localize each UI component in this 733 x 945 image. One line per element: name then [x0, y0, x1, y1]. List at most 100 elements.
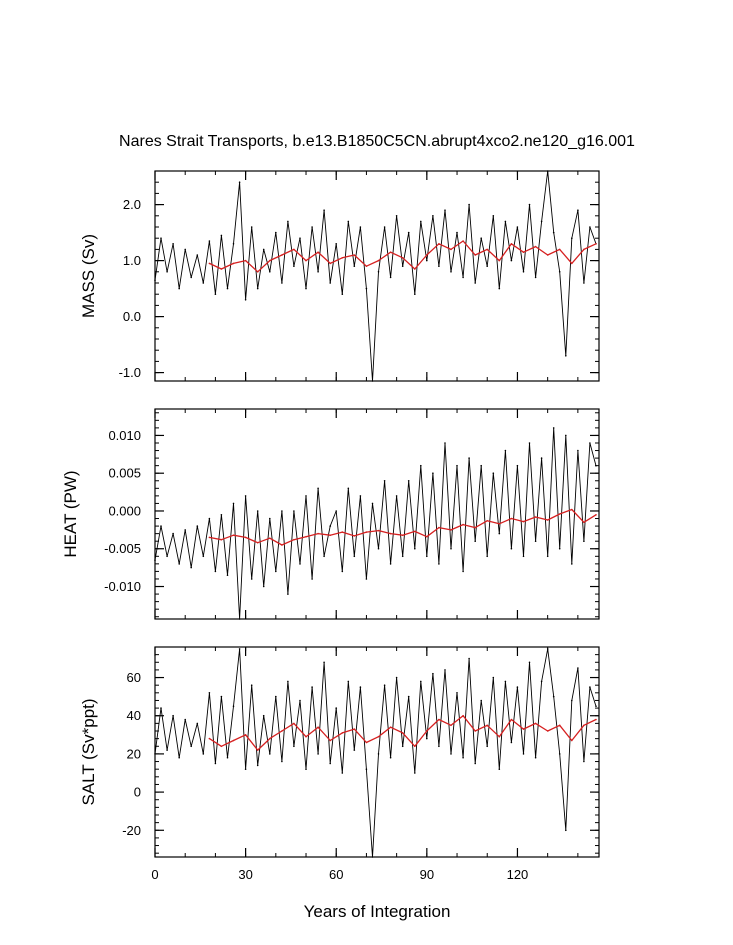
mass-raw-point — [432, 215, 434, 217]
salt-raw-point — [534, 756, 537, 759]
heat-raw-point — [407, 480, 410, 482]
heat-raw-point — [160, 525, 162, 527]
heat-raw-point — [589, 442, 591, 444]
heat-smoothed-point — [571, 508, 573, 511]
mass-raw-point — [534, 276, 537, 279]
salt-raw-point — [202, 753, 205, 755]
x-axis-label: Years of Integration — [304, 902, 451, 921]
mass-raw-point — [269, 271, 271, 273]
heat-raw-point — [275, 570, 277, 573]
heat-ticks: -0.010 -0.005 0.000 0.005 0.010 — [104, 409, 599, 619]
salt-x-tick-label: 120 — [507, 867, 529, 882]
salt-smoothed-point — [389, 726, 392, 728]
salt-raw-point — [528, 661, 531, 664]
salt-raw-point — [347, 680, 350, 683]
mass-smoothed-point — [317, 251, 319, 253]
mass-raw-point — [238, 181, 241, 183]
salt-raw-point — [166, 749, 168, 751]
mass-raw-point — [401, 265, 404, 268]
heat-plot-frame — [154, 408, 600, 620]
salt-raw-point — [365, 768, 368, 770]
mass-smoothed-point — [269, 259, 271, 262]
heat-raw-point — [341, 570, 344, 573]
salt-raw-point — [504, 680, 507, 683]
mass-raw-point — [166, 271, 168, 273]
mass-series-layer — [154, 170, 597, 382]
mass-raw-point — [214, 293, 217, 296]
heat-raw-point — [178, 563, 180, 565]
salt-raw-point — [178, 756, 180, 759]
mass-ylabel: MASS (Sv) — [79, 234, 98, 318]
mass-raw-point — [522, 271, 525, 273]
heat-smoothed-point — [365, 531, 368, 533]
heat-raw-point — [359, 495, 362, 497]
mass-raw-point — [359, 226, 362, 228]
salt-raw-point — [462, 756, 464, 759]
salt-smoothed-point — [510, 718, 513, 721]
salt-raw-point — [208, 692, 211, 694]
mass-raw-point — [389, 276, 392, 279]
salt-smoothed-point — [232, 739, 235, 742]
salt-raw-point — [226, 756, 229, 759]
heat-smoothed-point — [377, 529, 380, 532]
mass-raw-point — [444, 209, 446, 211]
salt-raw-point — [220, 695, 223, 698]
salt-raw-point — [323, 661, 325, 664]
chart-title: Nares Strait Transports, b.e13.B1850C5CN… — [119, 133, 635, 150]
mass-y-tick-label: -1.0 — [119, 365, 141, 380]
heat-raw-point — [269, 517, 271, 520]
mass-raw-point — [395, 215, 398, 217]
heat-raw-point — [256, 510, 259, 512]
salt-raw-point — [160, 707, 162, 709]
salt-smoothed-point — [269, 737, 271, 740]
heat-raw-point — [323, 555, 325, 558]
heat-smoothed-point — [414, 530, 416, 533]
salt-smoothed-point — [474, 730, 477, 732]
heat-raw-point — [262, 585, 265, 588]
heat-raw-point — [552, 427, 555, 429]
heat-smoothed-point — [341, 531, 344, 533]
mass-smoothed-point — [365, 265, 368, 268]
mass-y-tick-label: 0.0 — [123, 309, 141, 324]
salt-raw-point — [456, 692, 458, 694]
heat-raw-point — [287, 593, 289, 595]
salt-raw-point — [510, 741, 513, 744]
mass-smoothed-point — [498, 259, 501, 262]
mass-raw-point — [571, 237, 573, 239]
salt-panel: -20 0 20 40 60 0 30 60 90 120 SALT (Sv*ppt) — [79, 646, 600, 882]
mass-raw-line — [154, 170, 597, 382]
mass-raw-point — [486, 265, 489, 268]
heat-y-tick-label: 0.005 — [108, 466, 141, 481]
mass-raw-point — [250, 226, 253, 228]
heat-smoothed-point — [498, 523, 501, 525]
mass-smoothed-point — [534, 245, 537, 248]
mass-raw-point — [498, 287, 501, 290]
mass-smoothed-point — [595, 243, 597, 245]
salt-raw-point — [414, 772, 416, 774]
heat-raw-point — [462, 570, 464, 573]
mass-raw-point — [565, 355, 567, 357]
salt-raw-point — [552, 695, 555, 698]
heat-raw-point — [450, 547, 452, 550]
heat-raw-point — [583, 540, 585, 542]
mass-smoothed-point — [293, 248, 295, 251]
heat-raw-point — [371, 502, 374, 505]
salt-smoothed-point — [353, 728, 356, 730]
mass-raw-point — [414, 293, 416, 296]
heat-smoothed-point — [389, 532, 392, 535]
salt-raw-point — [516, 686, 519, 688]
salt-raw-line — [154, 648, 597, 858]
heat-raw-point — [492, 472, 495, 475]
heat-raw-point — [208, 517, 211, 520]
mass-raw-point — [480, 237, 483, 239]
mass-raw-point — [208, 240, 211, 242]
mass-smoothed-point — [256, 271, 259, 273]
mass-raw-point — [220, 234, 223, 237]
salt-raw-point — [311, 686, 313, 688]
salt-smoothed-point — [583, 724, 585, 727]
heat-raw-point — [577, 449, 579, 452]
salt-smoothed-point — [220, 745, 223, 748]
heat-raw-point — [516, 464, 519, 467]
mass-plot-frame — [154, 170, 600, 382]
